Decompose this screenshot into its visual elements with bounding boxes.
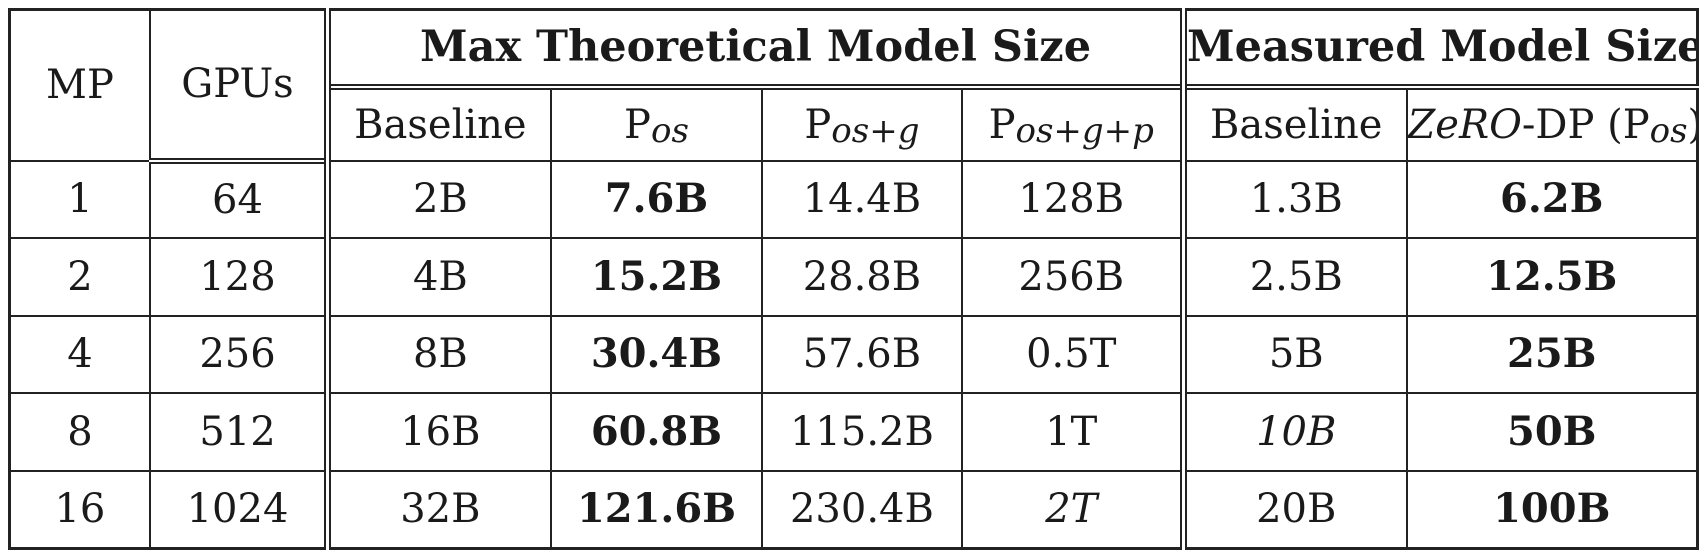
cell-measured-baseline: 1.3B bbox=[1179, 159, 1408, 240]
cell-measured-baseline: 2.5B bbox=[1179, 237, 1408, 317]
cell-p-os-g: 230.4B bbox=[761, 469, 963, 550]
cell-p-os: 15.2B bbox=[549, 237, 764, 317]
cell-gpus: 64 bbox=[148, 159, 329, 240]
cell-p-os: 30.4B bbox=[549, 314, 764, 395]
header-measured-baseline: Baseline bbox=[1179, 85, 1408, 162]
cell-p-os-g-p: 128B bbox=[960, 159, 1185, 240]
header-mp: MP bbox=[8, 8, 151, 162]
header-measured: Measured Model Size bbox=[1179, 8, 1699, 90]
cell-p-os: 7.6B bbox=[549, 159, 764, 240]
cell-zero-dp: 100B bbox=[1405, 469, 1699, 550]
table-row: 8 512 16B 60.8B 115.2B 1T 10B 50B bbox=[8, 392, 1699, 472]
model-size-table: MP GPUs Max Theoretical Model Size Measu… bbox=[8, 8, 1699, 550]
table-row: 4 256 8B 30.4B 57.6B 0.5T 5B 25B bbox=[8, 314, 1699, 395]
cell-zero-dp: 25B bbox=[1405, 314, 1699, 395]
cell-baseline: 32B bbox=[324, 469, 552, 550]
cell-mp: 1 bbox=[8, 159, 151, 240]
cell-zero-dp: 12.5B bbox=[1405, 237, 1699, 317]
header-baseline: Baseline bbox=[324, 85, 552, 162]
table-row: 1 64 2B 7.6B 14.4B 128B 1.3B 6.2B bbox=[8, 159, 1699, 240]
cell-baseline: 4B bbox=[324, 237, 552, 317]
header-p-os: Pos bbox=[549, 85, 764, 162]
cell-mp: 8 bbox=[8, 392, 151, 472]
cell-zero-dp: 6.2B bbox=[1405, 159, 1699, 240]
cell-measured-baseline: 5B bbox=[1179, 314, 1408, 395]
header-p-os-g: Pos+g bbox=[761, 85, 963, 162]
table-row: 2 128 4B 15.2B 28.8B 256B 2.5B 12.5B bbox=[8, 237, 1699, 317]
cell-gpus: 512 bbox=[148, 392, 329, 472]
cell-mp: 4 bbox=[8, 314, 151, 395]
header-p-os-g-p: Pos+g+p bbox=[960, 85, 1185, 162]
table-row: 16 1024 32B 121.6B 230.4B 2T 20B 100B bbox=[8, 469, 1699, 550]
cell-p-os-g: 57.6B bbox=[761, 314, 963, 395]
cell-p-os-g-p: 256B bbox=[960, 237, 1185, 317]
cell-gpus: 256 bbox=[148, 314, 329, 395]
cell-gpus: 128 bbox=[148, 237, 329, 317]
cell-p-os-g: 28.8B bbox=[761, 237, 963, 317]
cell-p-os-g-p: 2T bbox=[960, 469, 1185, 550]
header-zero-dp: ZeRO-DP (Pos) bbox=[1405, 85, 1699, 162]
cell-mp: 2 bbox=[8, 237, 151, 317]
cell-p-os-g-p: 0.5T bbox=[960, 314, 1185, 395]
cell-p-os-g: 14.4B bbox=[761, 159, 963, 240]
cell-p-os: 60.8B bbox=[549, 392, 764, 472]
cell-measured-baseline: 20B bbox=[1179, 469, 1408, 550]
cell-mp: 16 bbox=[8, 469, 151, 550]
cell-p-os-g: 115.2B bbox=[761, 392, 963, 472]
cell-baseline: 2B bbox=[324, 159, 552, 240]
cell-p-os-g-p: 1T bbox=[960, 392, 1185, 472]
cell-p-os: 121.6B bbox=[549, 469, 764, 550]
cell-baseline: 16B bbox=[324, 392, 552, 472]
header-max-theoretical: Max Theoretical Model Size bbox=[324, 8, 1185, 90]
cell-gpus: 1024 bbox=[148, 469, 329, 550]
cell-measured-baseline: 10B bbox=[1179, 392, 1408, 472]
cell-baseline: 8B bbox=[324, 314, 552, 395]
header-gpus: GPUs bbox=[148, 8, 329, 164]
cell-zero-dp: 50B bbox=[1405, 392, 1699, 472]
